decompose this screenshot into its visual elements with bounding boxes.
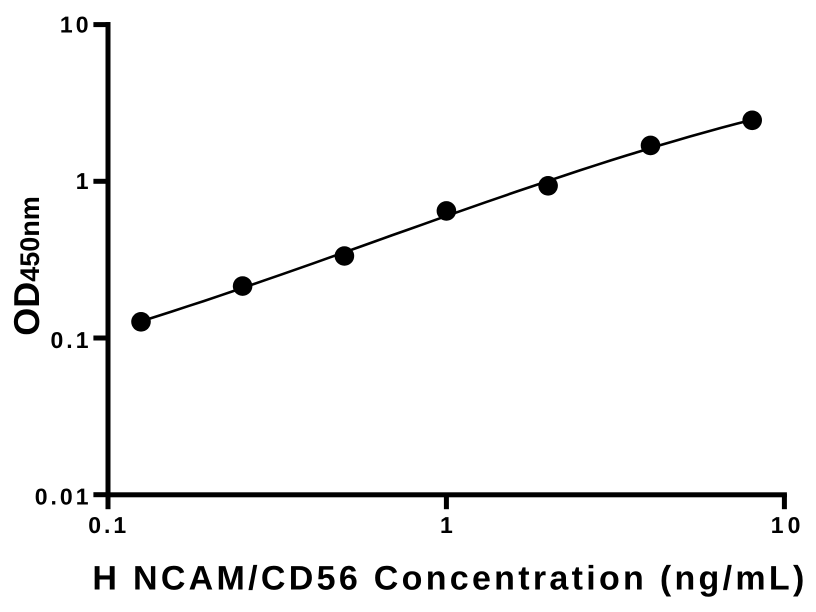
svg-text:0.1: 0.1 (51, 327, 92, 353)
svg-text:10: 10 (60, 12, 92, 38)
svg-text:10: 10 (771, 512, 805, 538)
svg-text:1: 1 (440, 512, 456, 538)
svg-text:1: 1 (76, 168, 92, 194)
svg-text:0.01: 0.01 (35, 483, 92, 509)
svg-text:0.1: 0.1 (88, 512, 129, 538)
svg-text:H NCAM/CD56 Concentration (ng/: H NCAM/CD56 Concentration (ng/mL) (92, 560, 807, 598)
